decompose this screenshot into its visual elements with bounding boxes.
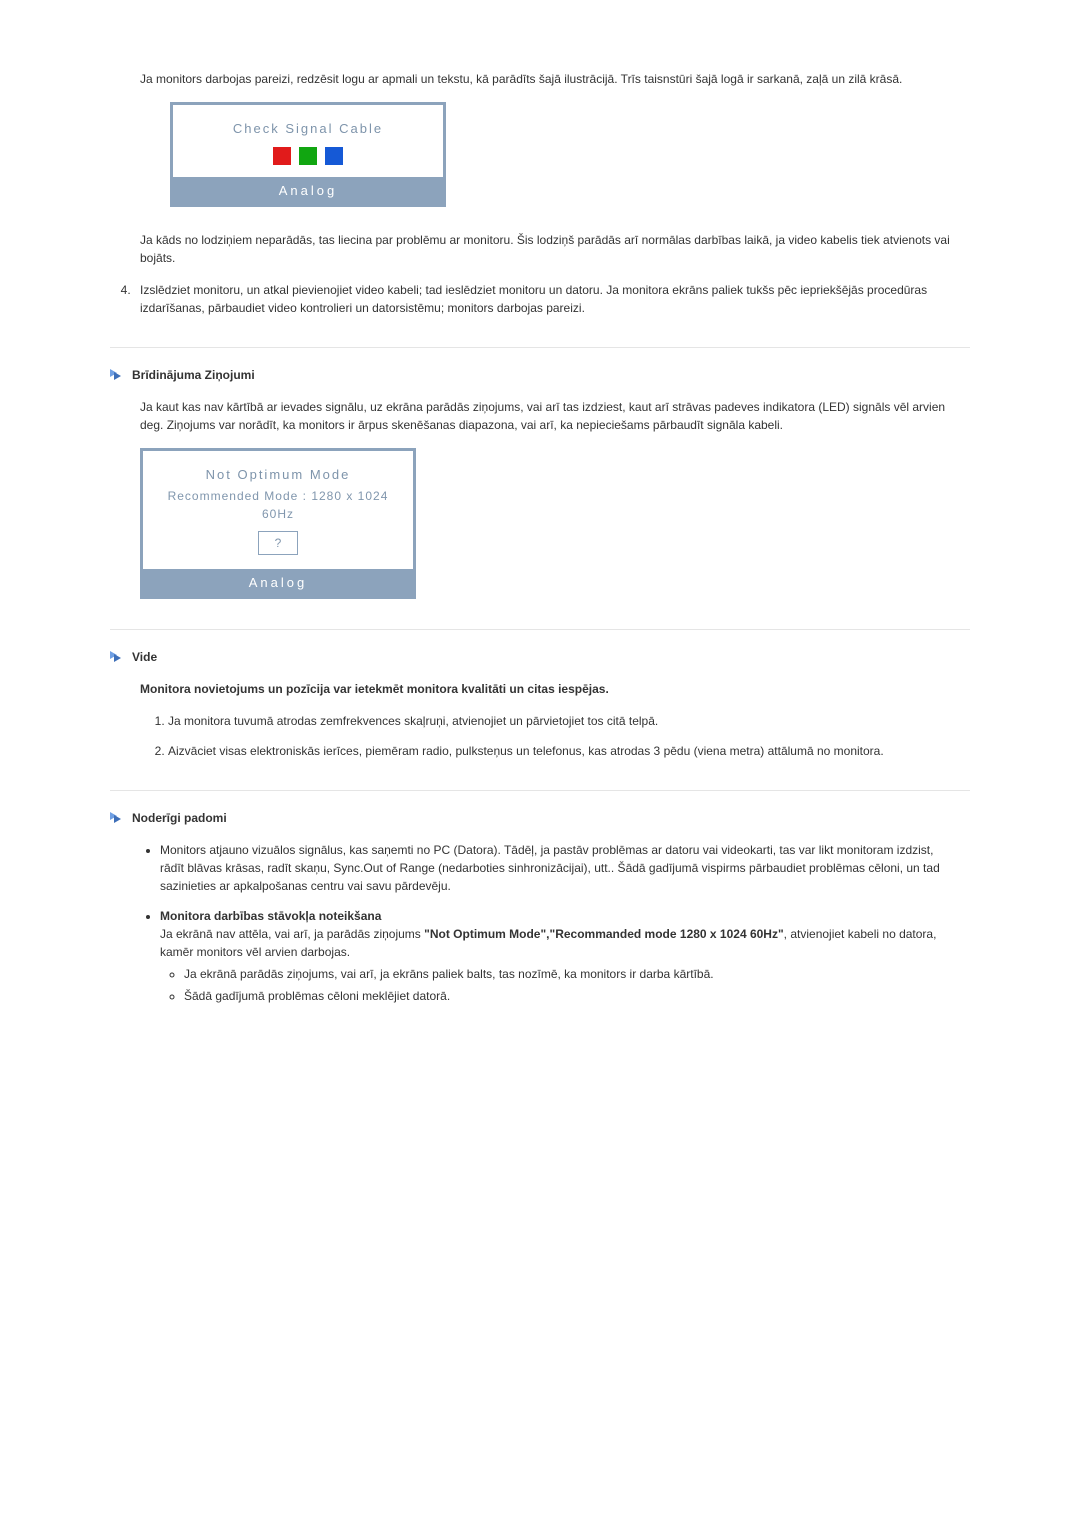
- tip2-bold: "Not Optimum Mode","Recommanded mode 128…: [424, 927, 784, 941]
- divider: [110, 629, 970, 630]
- intro-block: Ja monitors darbojas pareizi, redzēsit l…: [140, 70, 960, 267]
- step-list: Izslēdziet monitoru, un atkal pievienoji…: [110, 281, 970, 317]
- square-blue: [325, 147, 343, 165]
- env-item-1: Ja monitora tuvumā atrodas zemfrekvences…: [168, 712, 960, 730]
- osd-bottom-label: Analog: [143, 569, 413, 597]
- osd-inner: Check Signal Cable: [173, 105, 443, 177]
- env-item-2: Aizvāciet visas elektroniskās ierīces, p…: [168, 742, 960, 760]
- osd-inner: Not Optimum Mode Recommended Mode : 1280…: [143, 451, 413, 569]
- square-red: [273, 147, 291, 165]
- tips-list: Monitors atjauno vizuālos signālus, kas …: [140, 841, 960, 1005]
- bullet-arrow-icon: [110, 812, 122, 824]
- environment-subtitle: Monitora novietojums un pozīcija var iet…: [140, 680, 960, 698]
- bullet-arrow-icon: [110, 651, 122, 663]
- bullet-arrow-icon: [110, 369, 122, 381]
- warning-text: Ja kaut kas nav kārtībā ar ievades signā…: [140, 398, 960, 434]
- section-title: Vide: [132, 648, 157, 666]
- osd-check-signal: Check Signal Cable Analog: [170, 102, 446, 207]
- tip-item-2: Monitora darbības stāvokļa noteikšana Ja…: [160, 907, 960, 1005]
- osd-title: Check Signal Cable: [183, 119, 433, 139]
- tip2-pre: Ja ekrānā nav attēla, vai arī, ja parādā…: [160, 927, 424, 941]
- intro-text-2: Ja kāds no lodziņiem neparādās, tas liec…: [140, 231, 960, 267]
- section-title: Brīdinājuma Ziņojumi: [132, 366, 255, 384]
- environment-list: Ja monitora tuvumā atrodas zemfrekvences…: [140, 712, 960, 760]
- environment-block: Monitora novietojums un pozīcija var iet…: [140, 680, 960, 760]
- section-header-environment: Vide: [110, 648, 970, 666]
- warnings-block: Ja kaut kas nav kārtībā ar ievades signā…: [140, 398, 960, 599]
- osd-line2: Recommended Mode : 1280 x 1024 60Hz: [153, 487, 403, 523]
- divider: [110, 790, 970, 791]
- rgb-squares: [183, 147, 433, 165]
- step-4: Izslēdziet monitoru, un atkal pievienoji…: [134, 281, 970, 317]
- section-header-tips: Noderīgi padomi: [110, 809, 970, 827]
- tip-item-1: Monitors atjauno vizuālos signālus, kas …: [160, 841, 960, 895]
- page-content: Ja monitors darbojas pareizi, redzēsit l…: [0, 0, 1080, 1059]
- osd-help-button: ?: [258, 531, 299, 555]
- osd-line1: Not Optimum Mode: [153, 465, 403, 485]
- osd-bottom-label: Analog: [173, 177, 443, 205]
- section-header-warnings: Brīdinājuma Ziņojumi: [110, 366, 970, 384]
- intro-text-1: Ja monitors darbojas pareizi, redzēsit l…: [140, 70, 960, 88]
- tips-block: Monitors atjauno vizuālos signālus, kas …: [140, 841, 960, 1005]
- osd-optimum-mode: Not Optimum Mode Recommended Mode : 1280…: [140, 448, 416, 599]
- tip2-sub2: Šādā gadījumā problēmas cēloni meklējiet…: [184, 987, 960, 1005]
- tip2-sublist: Ja ekrānā parādās ziņojums, vai arī, ja …: [160, 965, 960, 1005]
- divider: [110, 347, 970, 348]
- square-green: [299, 147, 317, 165]
- tip2-sub1: Ja ekrānā parādās ziņojums, vai arī, ja …: [184, 965, 960, 983]
- tip2-title: Monitora darbības stāvokļa noteikšana: [160, 909, 381, 923]
- section-title: Noderīgi padomi: [132, 809, 227, 827]
